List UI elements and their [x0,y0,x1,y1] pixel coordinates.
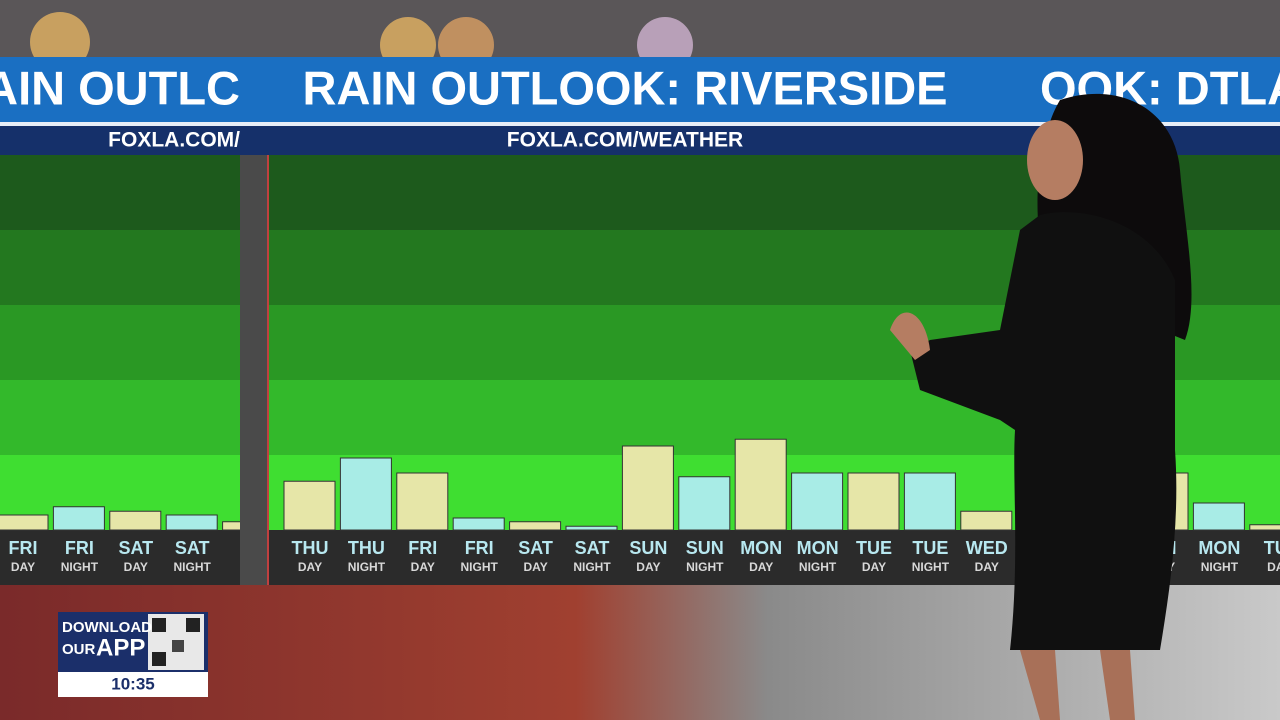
bars: THU DAY THU NIGHT FRI DAY FRI NIGHT SAT DAY SAT NIG… [0,438,1280,574]
bar [791,472,844,531]
x-tick-sublabel: NIGHT [1201,560,1239,574]
x-tick-sublabel: DAY [11,560,35,574]
x-tick-label: THU [292,538,329,558]
x-tick-label: FRI [408,538,437,558]
bar [165,514,218,531]
badge-text: OUR [62,641,96,658]
x-tick-label: MON [740,538,782,558]
bar [109,510,162,531]
x-tick-sublabel: NIGHT [174,560,212,574]
x-tick-label: WED [966,538,1008,558]
bar [509,521,562,531]
bar [452,517,505,531]
bar [565,525,618,531]
panel-gap [240,530,268,585]
x-tick-sublabel: NIGHT [686,560,724,574]
qr-corner [152,652,166,666]
x-tick-label: SUN [686,538,724,558]
x-tick-sublabel: NIGHT [61,560,99,574]
bar [396,472,449,531]
clock: 10:35 [111,674,154,693]
x-tick-label: SUN [629,538,667,558]
bar [960,510,1013,531]
bar [734,438,787,531]
badge-text: DOWNLOAD [62,619,152,636]
x-tick-sublabel: NIGHT [573,560,611,574]
bar [1249,524,1280,531]
x-tick-sublabel: DAY [411,560,435,574]
x-tick-label: FRI [9,538,38,558]
x-tick-sublabel: NIGHT [348,560,386,574]
x-tick-sublabel: DAY [975,560,999,574]
panel: THU DAY THU NIGHT FRI DAY FRI NIGHT SAT DAY SAT NIG… [283,438,1013,574]
x-tick-sublabel: DAY [862,560,886,574]
x-tick-label: TUE [856,538,892,558]
x-tick-label: FRI [65,538,94,558]
x-tick-sublabel: DAY [523,560,547,574]
bar [903,472,956,531]
app-badge: DOWNLOAD OUR APP 10:35 [58,612,208,697]
bar [847,472,900,531]
x-tick-label: TUE [912,538,948,558]
x-tick-label: MON [797,538,839,558]
x-tick-label: SAT [175,538,210,558]
qr-dots [172,640,184,652]
bar [1192,502,1245,531]
bar [621,445,674,531]
x-tick-label: TU [1264,538,1280,558]
bar [283,480,336,531]
presenter [890,93,1192,720]
x-tick-label: THU [348,538,385,558]
x-tick-sublabel: DAY [749,560,773,574]
x-tick-label: SAT [518,538,553,558]
x-tick-sublabel: DA [1267,560,1280,574]
bar [222,521,240,531]
x-tick-sublabel: NIGHT [912,560,950,574]
chart-title: RAIN OUTLOOK: RIVERSIDE [303,61,948,114]
bar [678,476,731,531]
panel-gap [240,155,268,530]
side-subtitle: FOXLA.COM/ [108,129,240,152]
badge-text: APP [96,634,145,661]
bar [339,457,392,531]
x-tick-label: SAT [118,538,153,558]
title-rule [0,122,1280,126]
qr-corner [186,618,200,632]
chart-subtitle: FOXLA.COM/WEATHER [507,129,743,152]
panel: FRIDAYFRINIGHTSATDAYSATNIGHTSD [0,506,240,574]
x-tick-sublabel: DAY [124,560,148,574]
side-title: AIN OUTLC [0,61,240,114]
x-tick-sublabel: DAY [636,560,660,574]
x-tick-sublabel: NIGHT [799,560,837,574]
x-tick-label: FRI [465,538,494,558]
bar [52,506,105,531]
bar [0,514,49,531]
qr-corner [152,618,166,632]
badge-clock-panel [58,672,208,697]
x-tick-sublabel: DAY [298,560,322,574]
x-tick-label: MON [1198,538,1240,558]
x-tick-sublabel: NIGHT [461,560,499,574]
x-tick-label: SAT [575,538,610,558]
